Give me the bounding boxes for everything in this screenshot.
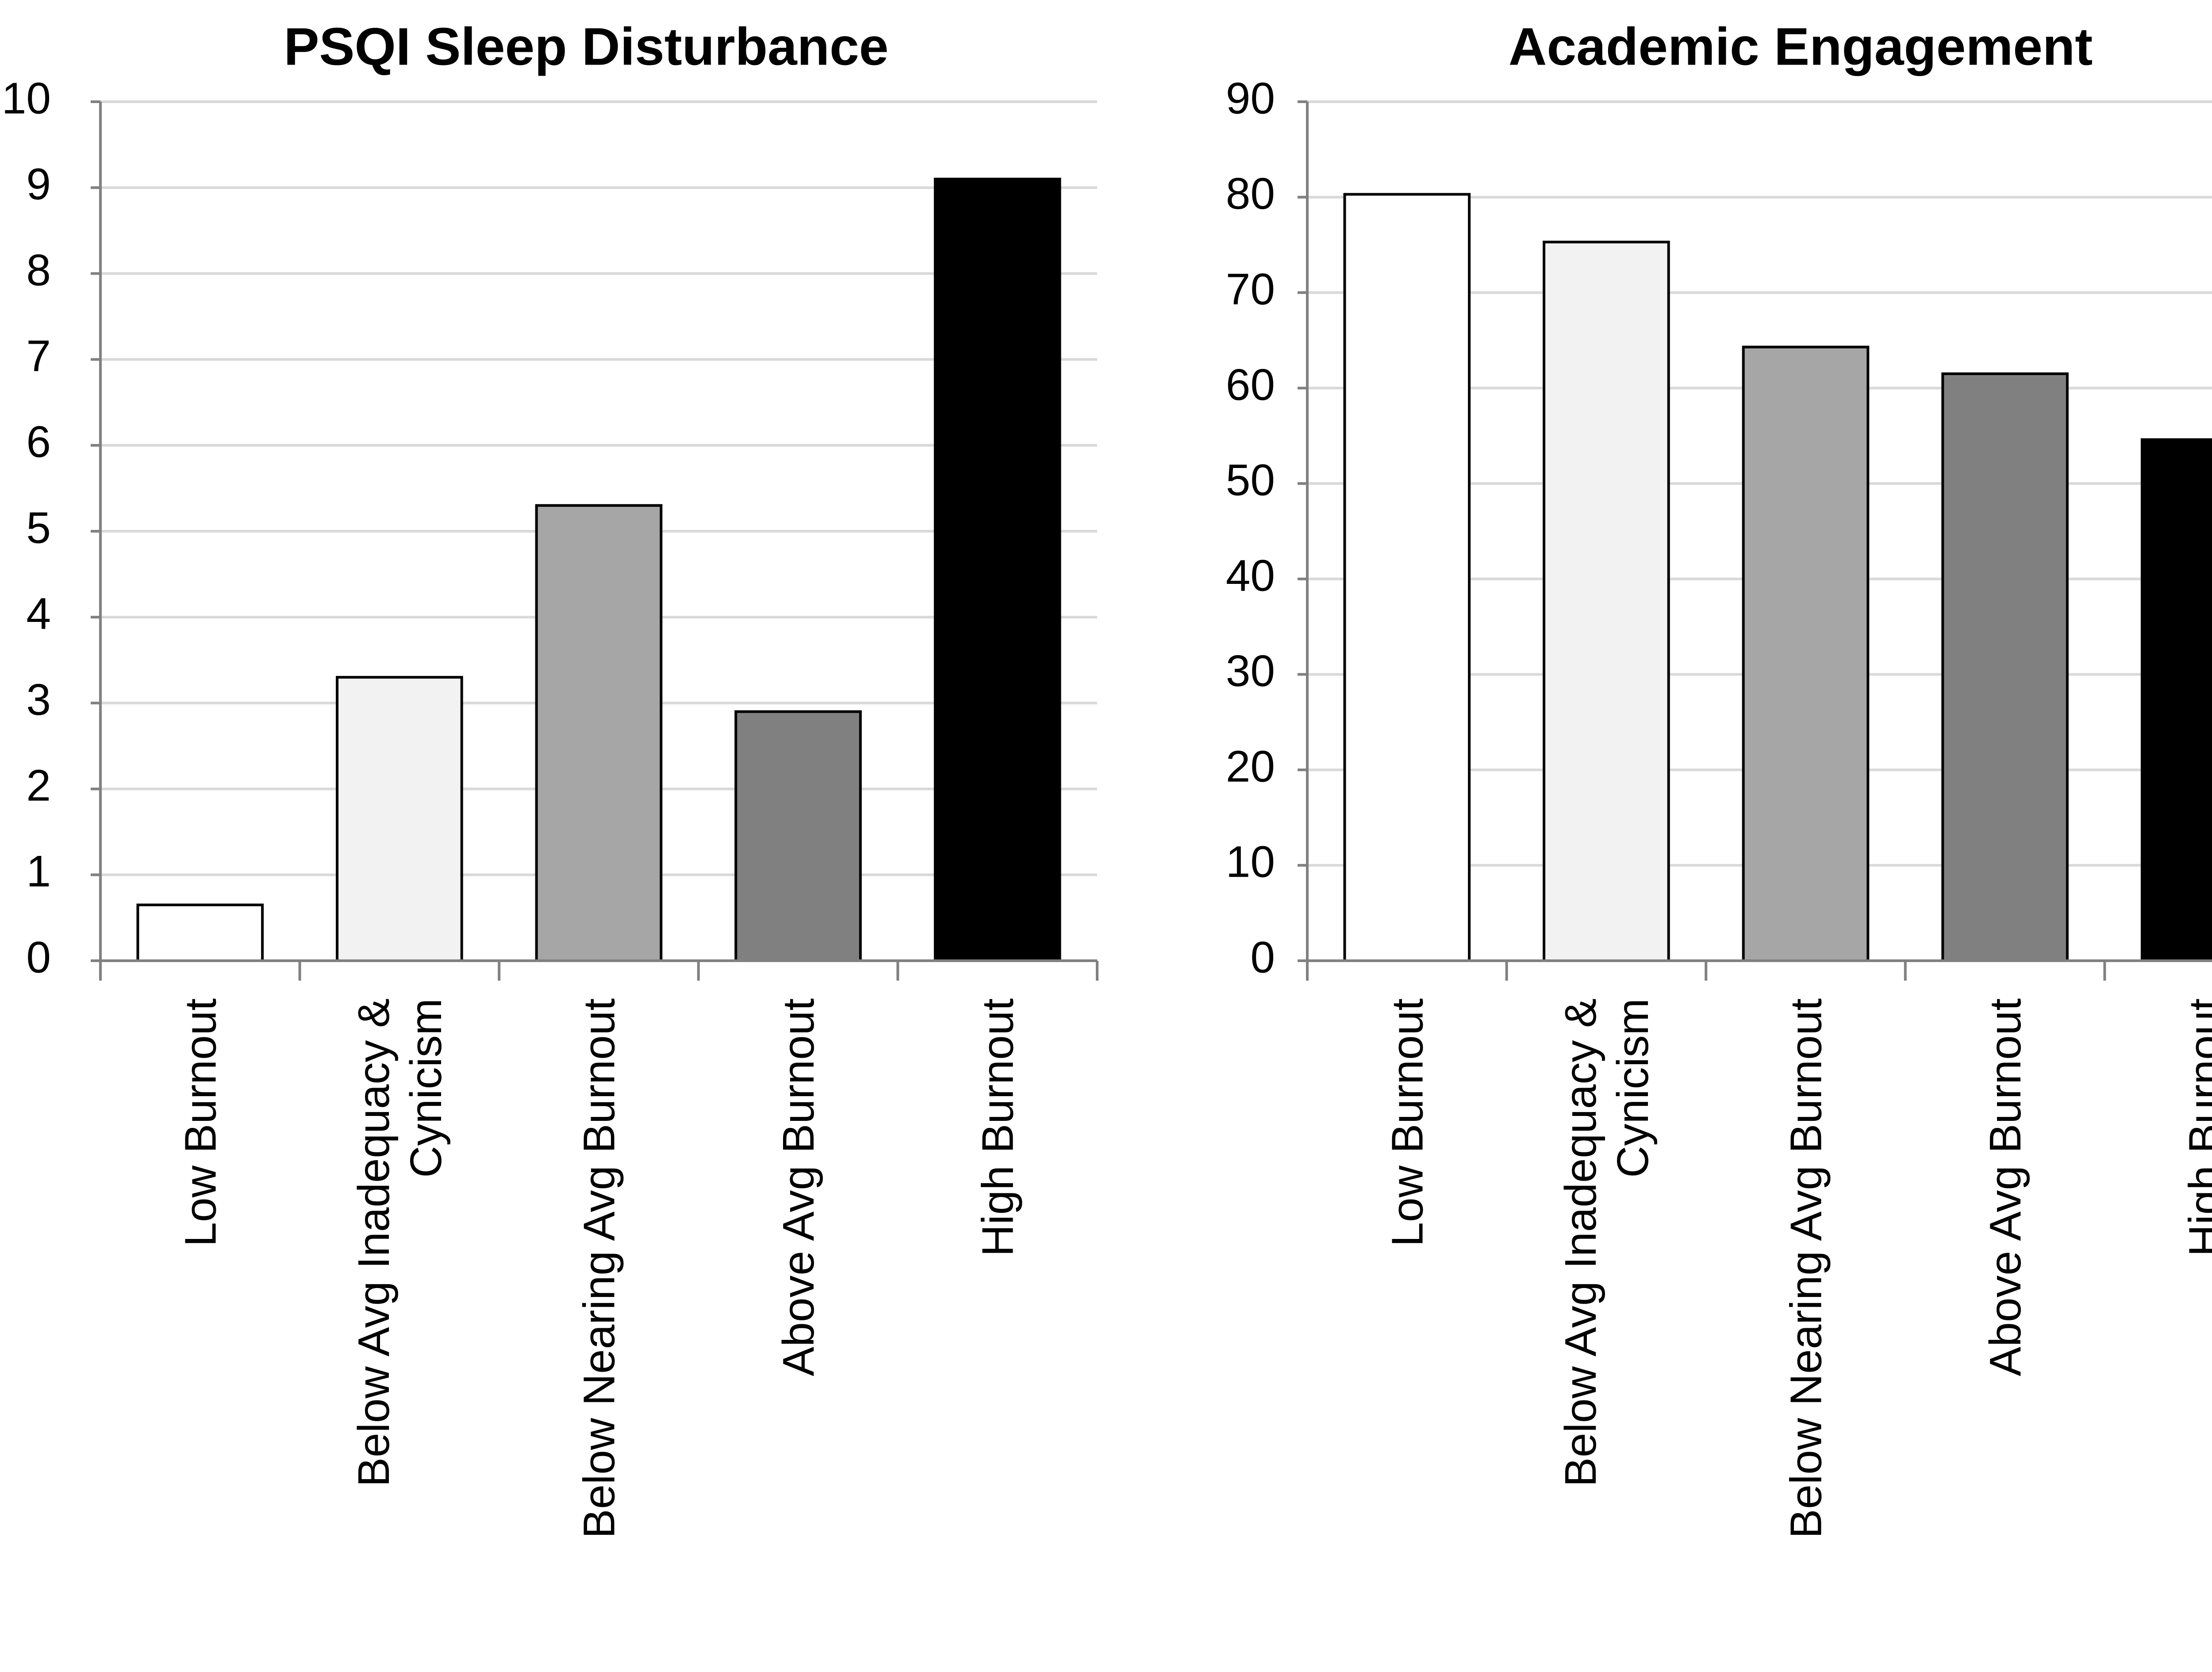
y-tick-label: 0: [1250, 932, 1275, 982]
y-tick-label: 10: [1226, 837, 1275, 887]
chart-title: PSQI Sleep Disturbance: [284, 17, 888, 77]
y-tick-label: 3: [26, 675, 51, 725]
x-category-label-line: High Burnout: [2180, 998, 2212, 1257]
chart-panel-psqi: PSQI Sleep Disturbance 0 1 2 3 4 5 6 7 8 9 10 Low Bu…: [2, 17, 1098, 1538]
y-tick-label: 6: [26, 417, 51, 467]
y-tick-label: 2: [26, 761, 51, 810]
bar-high-burnout: [2140, 438, 2212, 962]
x-category-label-line: Below Nearing Avg Burnout: [575, 998, 624, 1538]
x-category-label: Above Avg Burnout: [774, 998, 823, 1377]
x-category-label: Below Avg Inadequacy &Cynicism: [349, 998, 451, 1487]
y-tick-label: 50: [1226, 456, 1275, 505]
bar-below-nearing-avg-burnout: [1742, 345, 1870, 963]
y-tick-label: 4: [26, 589, 51, 639]
y-tick-label: 60: [1226, 360, 1275, 410]
x-category-label: Above Avg Burnout: [1981, 998, 2030, 1377]
x-category-label-line: Above Avg Burnout: [774, 998, 823, 1377]
x-category-label-line: Cynicism: [1608, 998, 1658, 1178]
y-tick-label: 10: [2, 73, 51, 123]
y-tick-label: 8: [26, 245, 51, 295]
y-tick-label: 20: [1226, 742, 1275, 791]
bar-high-burnout: [933, 177, 1061, 962]
x-category-label: Below Nearing Avg Burnout: [1782, 998, 1831, 1538]
x-category-label: Below Avg Inadequacy &Cynicism: [1556, 998, 1658, 1487]
bar-low-burnout: [136, 903, 264, 963]
x-category-label-line: Below Avg Inadequacy &: [1556, 998, 1605, 1487]
x-category-label-line: Cynicism: [401, 998, 451, 1178]
x-category-label-line: Low Burnout: [1382, 998, 1432, 1247]
y-tick-label: 90: [1226, 73, 1275, 123]
y-tick-label: 30: [1226, 646, 1275, 696]
chart-title: Academic Engagement: [1509, 17, 2093, 77]
y-tick-label: 40: [1226, 551, 1275, 600]
x-category-label-line: Low Burnout: [176, 998, 225, 1247]
y-tick-label: 80: [1226, 169, 1275, 219]
chart-panel-engagement: Academic Engagement 0 10 20 30 40 50 60 70 80 90 Lo…: [1226, 17, 2212, 1538]
y-tick-label: 0: [26, 932, 51, 982]
y-tick-label: 70: [1226, 265, 1275, 314]
x-category-label: Low Burnout: [1382, 998, 1432, 1247]
y-tick-label: 7: [26, 331, 51, 381]
x-category-label-line: Below Nearing Avg Burnout: [1782, 998, 1831, 1538]
y-tick-label: 1: [26, 847, 51, 896]
y-tick-label: 9: [26, 160, 51, 209]
x-category-label: High Burnout: [973, 998, 1023, 1257]
bar-above-avg-burnout: [734, 710, 862, 962]
x-category-label: High Burnout: [2180, 998, 2212, 1257]
bar-low-burnout: [1343, 193, 1471, 962]
bar-below-nearing-avg-burnout: [535, 504, 663, 962]
bar-below-avg-inadequacy-cynicism: [336, 676, 463, 962]
x-category-label: Below Nearing Avg Burnout: [575, 998, 624, 1538]
x-category-label: Low Burnout: [176, 998, 225, 1247]
y-tick-label: 5: [26, 503, 51, 552]
bar-below-avg-inadequacy-cynicism: [1543, 241, 1670, 962]
x-category-label-line: High Burnout: [973, 998, 1023, 1257]
x-category-label-line: Above Avg Burnout: [1981, 998, 2030, 1377]
bar-above-avg-burnout: [1941, 372, 2069, 962]
x-category-label-line: Below Avg Inadequacy &: [349, 998, 399, 1487]
